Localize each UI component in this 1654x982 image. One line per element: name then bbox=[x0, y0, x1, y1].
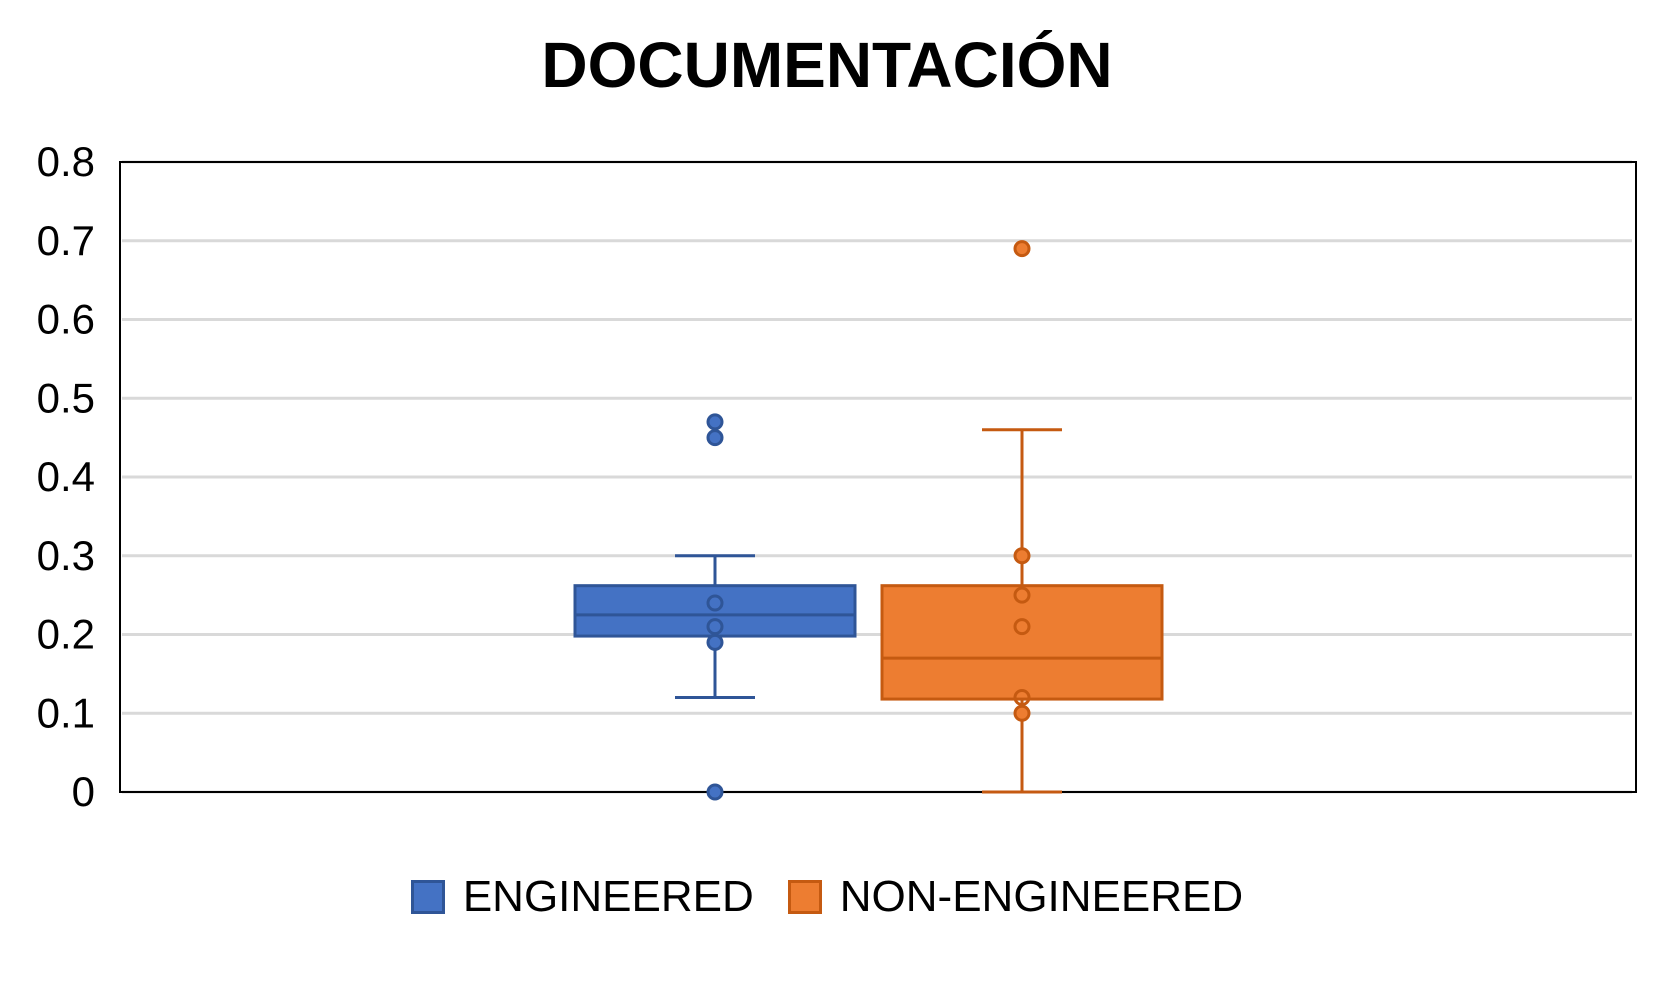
gridlines bbox=[122, 160, 1632, 794]
legend-item-non-engineered: NON-ENGINEERED bbox=[787, 872, 1244, 922]
data-point bbox=[1013, 240, 1031, 258]
y-tick-label: 0.2 bbox=[37, 611, 95, 658]
legend-swatch-non-engineered bbox=[787, 880, 822, 914]
y-tick-label: 0.4 bbox=[37, 453, 95, 500]
plot-area-frame bbox=[119, 161, 1637, 793]
legend: ENGINEERED NON-ENGINEERED bbox=[0, 872, 1654, 922]
data-point bbox=[1013, 586, 1031, 604]
data-point bbox=[706, 783, 724, 801]
y-tick-label: 0.5 bbox=[37, 374, 95, 421]
legend-swatch-engineered bbox=[410, 880, 445, 914]
data-point bbox=[1013, 547, 1031, 565]
series-engineered bbox=[573, 413, 857, 801]
y-tick-label: 0.1 bbox=[37, 689, 95, 736]
legend-item-engineered: ENGINEERED bbox=[410, 872, 754, 922]
box-non-engineered bbox=[880, 584, 1164, 701]
chart-title: DOCUMENTACIÓN bbox=[541, 29, 1113, 101]
series-non-engineered bbox=[880, 240, 1164, 794]
data-point bbox=[706, 633, 724, 651]
data-point bbox=[706, 594, 724, 612]
legend-label-engineered: ENGINEERED bbox=[462, 872, 754, 921]
y-tick-label: 0.8 bbox=[37, 138, 95, 185]
y-axis-ticks: 0 0.1 0.2 0.3 0.4 0.5 0.6 0.7 0.8 bbox=[37, 138, 95, 815]
data-point bbox=[1013, 704, 1031, 722]
legend-label-non-engineered: NON-ENGINEERED bbox=[839, 872, 1244, 921]
data-point bbox=[1013, 618, 1031, 636]
y-tick-label: 0.3 bbox=[37, 532, 95, 579]
y-tick-label: 0.6 bbox=[37, 296, 95, 343]
data-point bbox=[706, 618, 724, 636]
y-tick-label: 0.7 bbox=[37, 217, 95, 264]
series-layer bbox=[573, 240, 1164, 801]
data-point bbox=[706, 413, 724, 431]
data-point bbox=[706, 429, 724, 447]
y-tick-label: 0 bbox=[72, 768, 95, 815]
data-point bbox=[1013, 689, 1031, 706]
